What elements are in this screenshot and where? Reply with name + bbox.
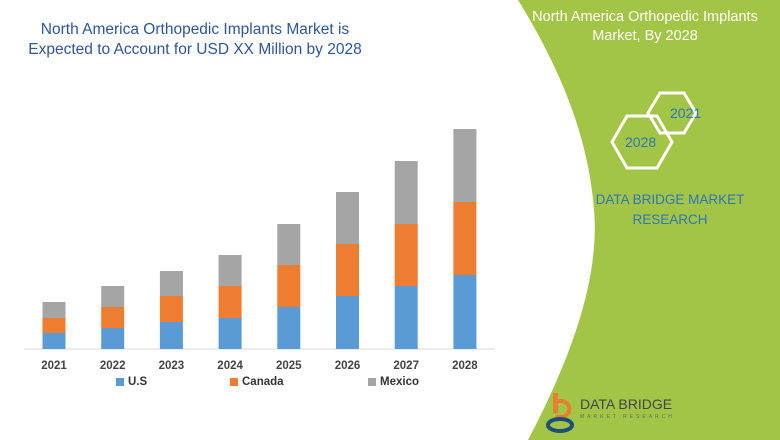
bar-mexico-2023: [159, 271, 183, 296]
legend-label: Canada: [242, 376, 284, 388]
bar-mexico-2022: [101, 286, 125, 307]
bar-mexico-2025: [277, 224, 301, 265]
logo-subtext: MARKET RESEARCH: [580, 414, 675, 420]
bar-canada-2024: [218, 286, 242, 318]
brand-text: DATA BRIDGE MARKET RESEARCH: [595, 192, 745, 227]
green-panel: [518, 0, 780, 440]
bar-canada-2023: [159, 296, 183, 322]
hexagon-2028: [610, 114, 674, 170]
legend-swatch: [368, 378, 376, 386]
legend-item: Canada: [230, 376, 284, 388]
x-tick-label: 2023: [159, 360, 185, 372]
page-title: North America Orthopedic Implants Market…: [28, 21, 362, 58]
bar-mexico-2028: [453, 129, 477, 202]
bar-us-2026: [336, 296, 359, 349]
logo-text: DATA BRIDGE: [580, 396, 673, 412]
hex-year-2028: 2028: [625, 134, 657, 150]
bar-mexico-2027: [394, 161, 418, 224]
bar-canada-2025: [277, 265, 301, 307]
bar-us-2022: [101, 328, 125, 349]
bar-us-2028: [453, 275, 477, 349]
legend-item: Mexico: [368, 376, 419, 388]
bar-us-2025: [277, 307, 301, 349]
legend-label: Mexico: [380, 376, 419, 388]
x-tick-label: 2028: [452, 360, 478, 372]
bar-us-2023: [159, 322, 183, 349]
bar-us-2024: [218, 318, 242, 349]
bar-mexico-2026: [336, 192, 359, 244]
bar-canada-2021: [42, 318, 66, 333]
bar-us-2021: [42, 333, 66, 349]
x-tick-label: 2021: [41, 360, 67, 372]
bar-canada-2022: [101, 307, 125, 328]
x-tick-label: 2024: [217, 360, 243, 372]
bar-mexico-2024: [218, 255, 242, 286]
legend-label: U.S: [128, 376, 148, 388]
bar-canada-2026: [336, 244, 359, 296]
legend-swatch: [116, 378, 124, 386]
hex-year-2021: 2021: [670, 105, 702, 121]
bar-canada-2027: [394, 224, 418, 286]
x-tick-label: 2022: [100, 360, 126, 372]
bar-us-2027: [394, 286, 418, 349]
bar-mexico-2021: [42, 302, 66, 318]
x-tick-label: 2025: [276, 360, 302, 372]
logo-icon: [546, 393, 574, 433]
x-tick-label: 2026: [335, 360, 361, 372]
side-panel-title: North America Orthopedic Implants Market…: [532, 9, 758, 44]
hexagon-2021: [646, 91, 698, 135]
x-tick-label: 2027: [393, 360, 419, 372]
bar-canada-2028: [453, 202, 477, 275]
legend-swatch: [230, 378, 238, 386]
legend-item: U.S: [116, 376, 147, 388]
